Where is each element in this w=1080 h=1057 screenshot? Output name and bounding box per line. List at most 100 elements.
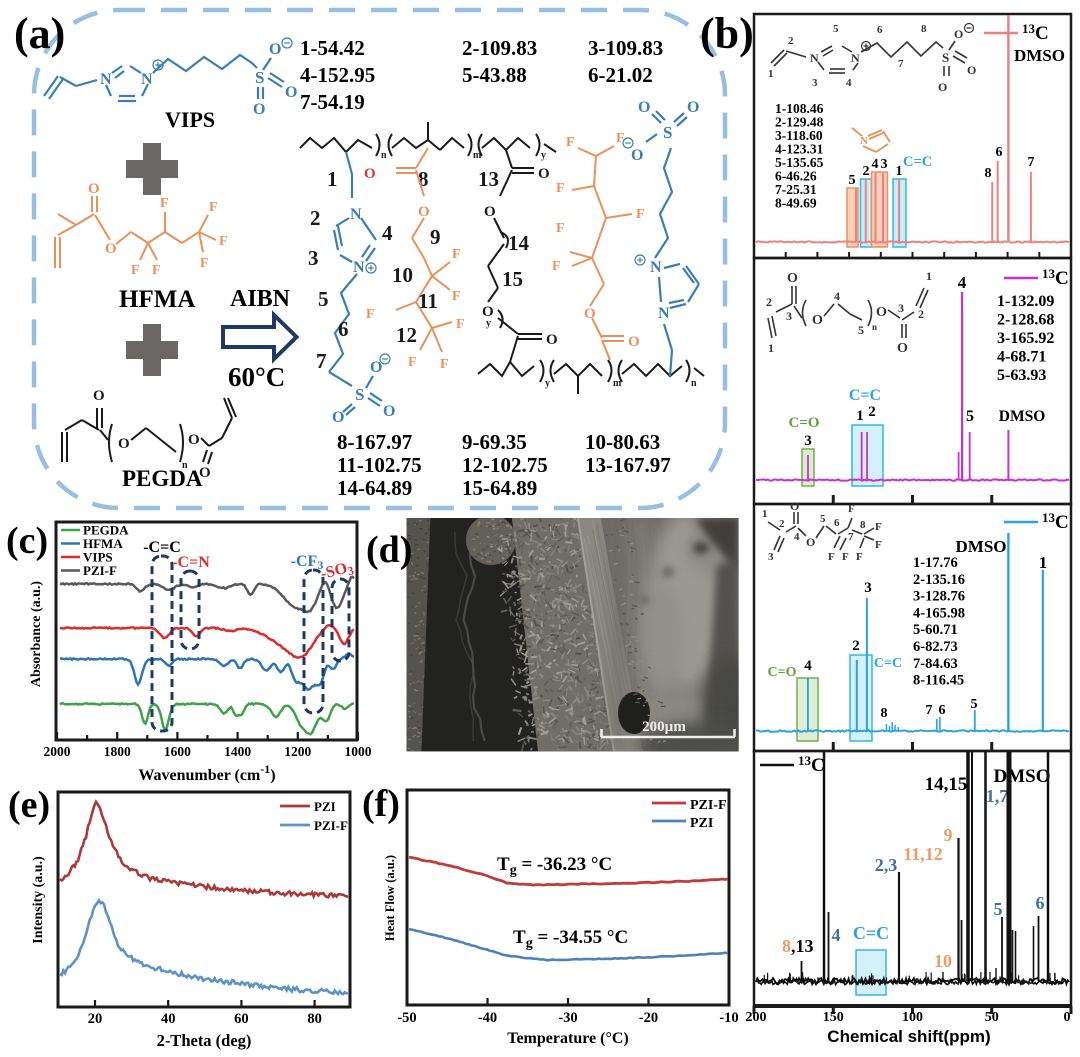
svg-text:4: 4 [834, 289, 840, 303]
svg-text:C=C: C=C [874, 656, 902, 671]
svg-text:F: F [828, 551, 835, 563]
svg-text:DMSO: DMSO [999, 408, 1046, 425]
svg-text:F: F [566, 135, 575, 150]
svg-text:2000: 2000 [44, 744, 71, 759]
svg-text:150: 150 [823, 1010, 844, 1025]
svg-text:4: 4 [794, 531, 800, 543]
svg-text:n: n [691, 378, 697, 389]
svg-text:6: 6 [1036, 893, 1045, 913]
svg-text:DMSO: DMSO [994, 766, 1051, 787]
svg-text:AIBN: AIBN [230, 286, 291, 312]
svg-text:O: O [812, 313, 823, 328]
svg-text:O: O [188, 432, 200, 448]
svg-text:3: 3 [786, 309, 792, 323]
svg-text:O: O [938, 80, 947, 94]
svg-text:15-64.89: 15-64.89 [462, 476, 537, 500]
svg-text:4: 4 [872, 157, 879, 172]
svg-text:6-21.02: 6-21.02 [588, 63, 653, 87]
svg-text:PZI: PZI [314, 799, 336, 814]
svg-text:F: F [219, 234, 228, 249]
svg-text:8: 8 [881, 706, 888, 721]
svg-text:100: 100 [902, 1010, 923, 1025]
svg-text:200µm: 200µm [642, 719, 686, 735]
svg-text:O: O [332, 409, 344, 426]
svg-text:3-128.76: 3-128.76 [913, 589, 965, 605]
svg-text:11-102.75: 11-102.75 [337, 453, 422, 477]
svg-text:1000: 1000 [345, 744, 372, 759]
svg-text:5: 5 [820, 513, 826, 525]
svg-text:O: O [954, 27, 963, 41]
svg-text:F: F [200, 256, 209, 271]
svg-text:PEGDA: PEGDA [122, 466, 203, 491]
svg-text:y: y [486, 318, 491, 329]
svg-text:F: F [556, 221, 565, 236]
svg-text:7: 7 [848, 531, 854, 543]
svg-text:1600: 1600 [164, 744, 191, 759]
svg-text:8-49.69: 8-49.69 [775, 196, 817, 211]
svg-text:10-80.63: 10-80.63 [585, 430, 660, 454]
svg-text:O: O [538, 166, 550, 182]
svg-text:PZI-F: PZI-F [314, 818, 348, 833]
svg-text:3: 3 [898, 301, 904, 315]
svg-text:O: O [638, 99, 650, 116]
svg-text:F: F [552, 259, 561, 274]
svg-text:DMSO: DMSO [956, 537, 1007, 556]
svg-text:HFMA: HFMA [119, 286, 195, 313]
svg-text:3-165.92: 3-165.92 [997, 330, 1054, 347]
svg-text:1-132.09: 1-132.09 [997, 293, 1054, 310]
svg-text:14: 14 [508, 231, 530, 255]
svg-text:F: F [636, 207, 645, 222]
svg-text:Absorbance (a.u.): Absorbance (a.u.) [29, 581, 44, 688]
svg-text:O: O [546, 332, 558, 348]
svg-text:(f): (f) [362, 783, 400, 825]
svg-text:-40: -40 [478, 1010, 497, 1026]
svg-text:F: F [160, 196, 169, 211]
svg-text:Heat Flow (a.u.): Heat Flow (a.u.) [383, 855, 397, 941]
svg-text:F: F [848, 503, 855, 515]
svg-text:9-69.35: 9-69.35 [462, 430, 527, 454]
svg-text:n: n [872, 322, 877, 332]
svg-text:-C=N: -C=N [172, 554, 210, 571]
svg-text:6: 6 [834, 517, 840, 529]
svg-text:1: 1 [1039, 553, 1048, 572]
svg-text:7-84.63: 7-84.63 [913, 656, 958, 672]
svg-text:1: 1 [762, 508, 768, 520]
svg-text:O: O [105, 241, 117, 257]
svg-text:4: 4 [804, 658, 812, 674]
svg-text:N: N [353, 259, 365, 276]
svg-text:F: F [408, 355, 417, 370]
svg-text:13-167.97: 13-167.97 [585, 453, 671, 477]
svg-text:N: N [851, 51, 860, 65]
svg-text:10: 10 [934, 951, 952, 971]
svg-text:O: O [93, 388, 105, 404]
svg-text:3: 3 [308, 246, 319, 270]
svg-text:(a): (a) [14, 9, 65, 58]
svg-text:8: 8 [921, 23, 927, 35]
svg-text:F: F [456, 317, 465, 332]
svg-text:2: 2 [863, 164, 870, 179]
svg-text:N: N [350, 206, 362, 223]
svg-text:6: 6 [939, 703, 946, 718]
svg-text:8-167.97: 8-167.97 [337, 430, 412, 454]
svg-text:O: O [790, 499, 799, 513]
svg-text:2: 2 [310, 206, 321, 230]
svg-text:VIPS: VIPS [165, 107, 215, 132]
svg-text:20: 20 [88, 1011, 103, 1027]
svg-text:5: 5 [833, 23, 839, 35]
svg-text:8-116.45: 8-116.45 [913, 673, 964, 689]
svg-text:S: S [355, 385, 364, 404]
svg-text:S: S [663, 123, 672, 142]
svg-text:8: 8 [860, 519, 866, 531]
svg-text:O: O [253, 101, 265, 118]
svg-text:-10: -10 [719, 1010, 738, 1026]
svg-text:12: 12 [396, 323, 417, 347]
svg-text:2: 2 [852, 638, 860, 654]
svg-text:O: O [787, 271, 798, 286]
svg-text:1: 1 [327, 167, 338, 191]
svg-text:4: 4 [382, 221, 393, 245]
svg-text:5-60.71: 5-60.71 [913, 622, 958, 638]
svg-text:1: 1 [896, 164, 903, 179]
svg-text:3: 3 [768, 551, 774, 563]
svg-text:C=C: C=C [849, 387, 881, 404]
svg-text:80: 80 [307, 1011, 322, 1027]
